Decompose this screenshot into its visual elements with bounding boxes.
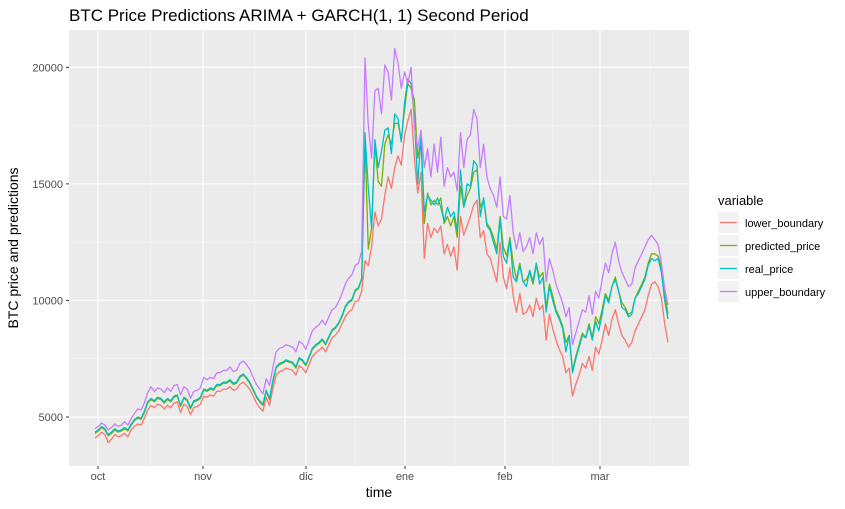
x-tick-label: dic: [299, 471, 314, 483]
series-line-real-price: [94, 78, 669, 436]
x-tick-label: oct: [91, 471, 106, 483]
legend-label-upper-boundary: upper_boundary: [745, 287, 826, 299]
x-axis: oct nov dic ene feb mar: [91, 466, 610, 483]
legend: variable lower_boundary predicted_pricere…: [718, 193, 826, 302]
legend-label-real-price: real_price: [745, 264, 793, 276]
series-group: [94, 48, 669, 444]
x-axis-title: time: [366, 484, 393, 500]
x-tick-label: ene: [396, 471, 414, 483]
x-tick-label: feb: [497, 471, 512, 483]
y-tick-label: 5000: [39, 412, 63, 424]
legend-label-lower-boundary: lower_boundary: [745, 218, 824, 230]
y-tick-label: 15000: [32, 179, 63, 191]
y-axis: 5000 10000 15000 20000: [32, 62, 69, 424]
y-axis-title: BTC price and predictions: [5, 167, 21, 328]
chart-title: BTC Price Predictions ARIMA + GARCH(1, 1…: [69, 6, 529, 25]
series-line-lower-boundary: [94, 108, 669, 444]
x-tick-label: nov: [194, 471, 212, 483]
legend-title: variable: [718, 193, 764, 208]
y-tick-label: 20000: [32, 62, 63, 74]
x-tick-label: mar: [591, 471, 610, 483]
y-tick-label: 10000: [32, 295, 63, 307]
legend-label-predicted-price: predicted_price: [745, 241, 820, 253]
series-line-upper-boundary: [94, 48, 669, 431]
plot-background: [69, 30, 689, 466]
